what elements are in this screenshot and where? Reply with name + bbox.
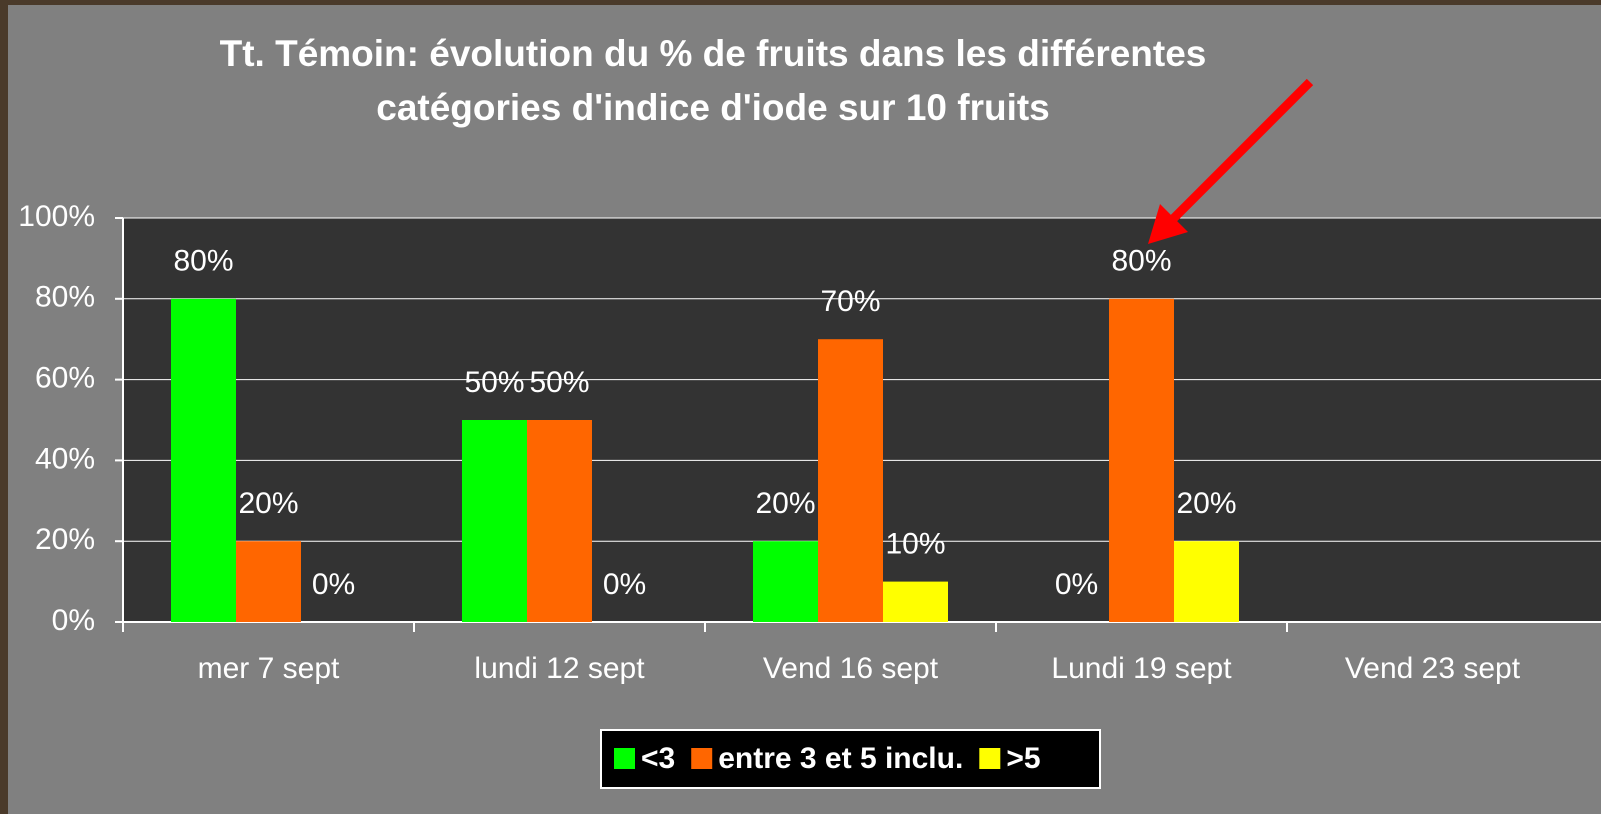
y-tick-label: 60% [35, 362, 95, 395]
x-tick-label: mer 7 sept [198, 652, 340, 685]
x-tick-label: Vend 16 sept [763, 652, 939, 685]
x-tick-label: Lundi 19 sept [1051, 652, 1232, 685]
y-tick-label: 100% [18, 200, 95, 233]
y-tick-label: 20% [35, 523, 95, 556]
legend-label: >5 [1006, 742, 1040, 775]
arrow-head [1148, 204, 1188, 244]
y-tick-label: 80% [35, 281, 95, 314]
data-label: 20% [755, 487, 815, 520]
x-tick-label: lundi 12 sept [474, 652, 645, 685]
data-label: 50% [529, 366, 589, 399]
legend-items: <3 entre 3 et 5 inclu. >5 [614, 742, 1041, 775]
legend-label: entre 3 et 5 inclu. [718, 742, 963, 775]
legend-label: <3 [641, 742, 675, 775]
legend-swatch [691, 748, 713, 769]
bar [1174, 541, 1239, 622]
data-label: 70% [820, 285, 880, 318]
legend [600, 729, 1101, 789]
data-label: 0% [312, 568, 355, 601]
plot: 0% 20% 40% 60% 80% 100% mer 7 sept 80% 20% 0% lund… [18, 200, 1601, 685]
data-label: 80% [1111, 245, 1171, 278]
bar [1109, 298, 1174, 622]
arrow [1168, 78, 1314, 224]
bar [818, 339, 883, 622]
bar [753, 541, 818, 622]
data-label: 80% [173, 245, 233, 278]
legend-swatch [979, 748, 1001, 769]
data-label: 20% [1176, 487, 1236, 520]
bar [171, 298, 236, 622]
bar [527, 420, 592, 622]
bar [236, 541, 301, 622]
bar [462, 420, 527, 622]
data-label: 10% [885, 528, 945, 561]
legend-swatch [614, 748, 635, 769]
data-label: 20% [238, 487, 298, 520]
bar [883, 581, 948, 622]
y-tick-label: 0% [52, 604, 95, 637]
data-label: 0% [603, 568, 646, 601]
chart-title: Tt. Témoin: évolution du % de fruits dan… [220, 33, 1207, 74]
data-label: 50% [464, 366, 524, 399]
x-tick-label: Vend 23 sept [1345, 652, 1521, 685]
chart-title: catégories d'indice d'iode sur 10 fruits [376, 87, 1050, 128]
data-label: 0% [1055, 568, 1098, 601]
y-tick-label: 40% [35, 442, 95, 475]
